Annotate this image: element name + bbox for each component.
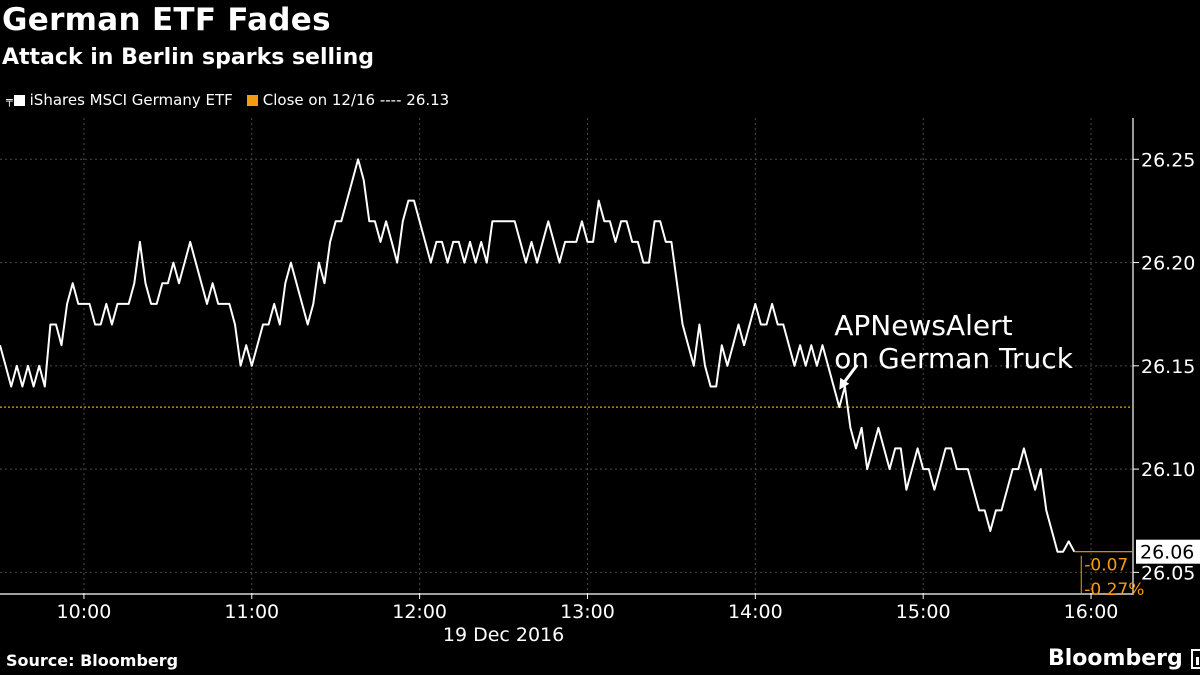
change-value: -0.07 bbox=[1084, 556, 1128, 576]
chart-title: German ETF Fades bbox=[2, 2, 331, 38]
last-value-box bbox=[1136, 539, 1200, 564]
brand-name: Bloomberg bbox=[1048, 646, 1183, 671]
y-tick-label-1: 26.10 bbox=[1141, 459, 1195, 481]
y-tick-label-2: 26.15 bbox=[1141, 356, 1195, 378]
series-line-0 bbox=[0, 158, 1076, 553]
legend-item-reference: Close on 12/16 ---- 26.13 bbox=[246, 91, 450, 109]
brand: Bloomberg bbox=[1048, 646, 1200, 671]
x-axis: 10:00 11:00 12:00 13:00 14:00 15:00 16:00 19 De… bbox=[57, 593, 1119, 646]
annotation-text-1: on German Truck bbox=[834, 342, 1073, 375]
legend-item-series: ╤ iShares MSCI Germany ETF bbox=[6, 91, 233, 109]
grid bbox=[0, 118, 1133, 593]
x-tick-label-4: 14:00 bbox=[728, 601, 783, 623]
source-note: Source: Bloomberg bbox=[6, 651, 179, 670]
legend-label-reference: Close on 12/16 ---- 26.13 bbox=[262, 91, 450, 109]
x-tick-label-1: 11:00 bbox=[224, 601, 279, 623]
y-tick-label-3: 26.20 bbox=[1141, 253, 1195, 275]
x-tick-label-5: 15:00 bbox=[896, 601, 951, 623]
x-tick-label-3: 13:00 bbox=[560, 601, 615, 623]
x-tick-label-6: 16:00 bbox=[1064, 601, 1119, 623]
y-tick-label-4: 26.25 bbox=[1141, 149, 1195, 171]
annotation-text-0: APNewsAlert bbox=[834, 309, 1012, 342]
y-tick-label-0: 26.05 bbox=[1141, 562, 1195, 584]
legend: ╤ iShares MSCI Germany ETF Close on 12/1… bbox=[6, 91, 463, 109]
x-tick-label-2: 12:00 bbox=[392, 601, 447, 623]
x-date-label: 19 Dec 2016 bbox=[443, 624, 564, 646]
chart-subtitle: Attack in Berlin sparks selling bbox=[2, 45, 375, 70]
last-value-group: 26.06 -0.07 -0.27% bbox=[1074, 539, 1200, 600]
bloomberg-logo-icon bbox=[1190, 648, 1200, 669]
legend-label-series: iShares MSCI Germany ETF bbox=[29, 91, 233, 109]
change-percent: -0.27% bbox=[1084, 580, 1144, 600]
last-value-price: 26.06 bbox=[1140, 542, 1194, 564]
legend-swatch-series bbox=[13, 94, 25, 106]
legend-line-icon: ╤ bbox=[6, 93, 13, 107]
x-tick-label-0: 10:00 bbox=[57, 601, 112, 623]
annotation-arrow-head bbox=[839, 377, 850, 390]
plot-frame bbox=[0, 118, 1134, 595]
legend-swatch-reference bbox=[246, 94, 258, 106]
y-axis: 26.05 26.10 26.15 26.20 26.25 bbox=[1133, 149, 1195, 584]
series-group bbox=[0, 158, 1076, 553]
